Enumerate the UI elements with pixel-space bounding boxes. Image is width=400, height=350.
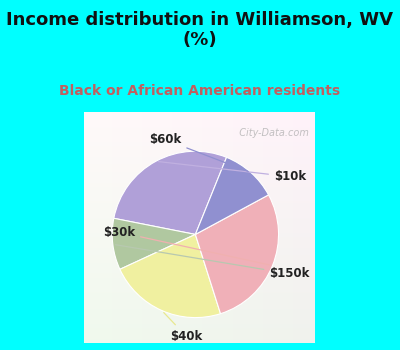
Text: $30k: $30k [103,226,270,265]
Wedge shape [195,195,278,314]
Text: $10k: $10k [158,162,306,183]
Text: Income distribution in Williamson, WV
(%): Income distribution in Williamson, WV (%… [6,10,394,49]
Wedge shape [114,151,226,234]
Text: $40k: $40k [164,313,202,343]
Wedge shape [120,234,220,317]
Text: $150k: $150k [116,245,310,280]
Text: $60k: $60k [149,133,248,172]
Text: Black or African American residents: Black or African American residents [60,84,340,98]
Wedge shape [195,158,268,234]
Text: City-Data.com: City-Data.com [233,128,308,138]
Wedge shape [112,218,195,269]
